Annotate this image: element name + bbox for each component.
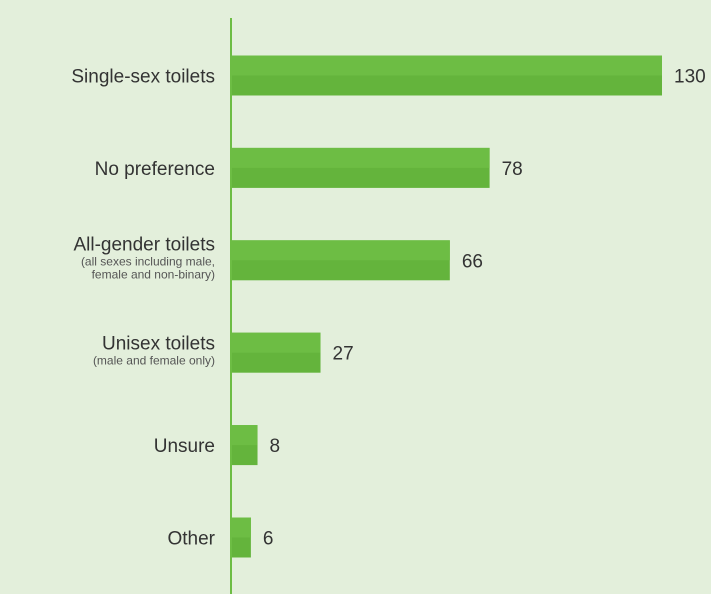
value-labels-group: 130 78 66 27 8 6 (263, 67, 706, 550)
category-label-1: No preference (95, 159, 215, 180)
bar-highlight-4 (231, 425, 258, 446)
category-sublabel-3-0: (male and female only) (93, 354, 215, 368)
category-sublabel-2-1: female and non-binary) (92, 267, 215, 281)
bar-highlight-0 (231, 55, 662, 76)
value-label-1: 78 (502, 159, 523, 180)
category-label-0: Single-sex toilets (71, 67, 215, 88)
bar-highlight-2 (231, 240, 450, 261)
value-label-2: 66 (462, 251, 483, 272)
value-label-3: 27 (333, 344, 354, 365)
category-labels-group: Single-sex toilets No preference All-gende… (71, 67, 215, 550)
category-sublabel-2-0: (all sexes including male, (81, 254, 215, 268)
category-label-3: Unisex toilets (102, 334, 215, 355)
bar-highlight-3 (231, 332, 321, 353)
value-label-5: 6 (263, 529, 274, 550)
bar-highlight-1 (231, 147, 490, 168)
value-label-4: 8 (270, 436, 281, 457)
category-label-4: Unsure (154, 436, 215, 457)
bars-group (231, 55, 662, 558)
category-label-2: All-gender toilets (73, 234, 215, 255)
category-label-5: Other (167, 529, 215, 550)
value-label-0: 130 (674, 67, 706, 88)
bar-highlight-5 (231, 517, 251, 538)
